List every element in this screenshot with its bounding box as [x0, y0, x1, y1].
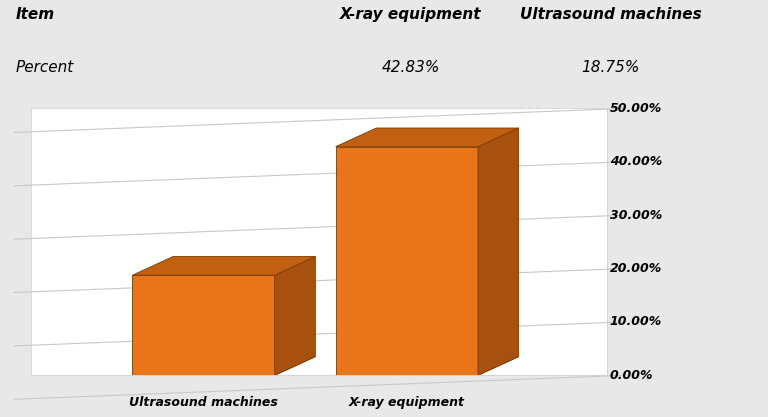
- Polygon shape: [336, 128, 518, 147]
- Text: 50.00%: 50.00%: [610, 102, 662, 115]
- Text: 0.00%: 0.00%: [610, 369, 654, 382]
- Polygon shape: [132, 357, 316, 375]
- Text: 30.00%: 30.00%: [610, 208, 662, 222]
- Text: 18.75%: 18.75%: [581, 60, 640, 75]
- Polygon shape: [336, 357, 518, 375]
- Polygon shape: [478, 128, 518, 375]
- Text: 10.00%: 10.00%: [610, 315, 662, 329]
- Text: 42.83%: 42.83%: [382, 60, 440, 75]
- Text: 40.00%: 40.00%: [610, 155, 662, 168]
- Text: Percent: Percent: [15, 60, 74, 75]
- Text: 20.00%: 20.00%: [610, 262, 662, 275]
- Text: Ultrasound machines: Ultrasound machines: [129, 396, 278, 409]
- Polygon shape: [336, 147, 478, 375]
- Polygon shape: [132, 256, 316, 275]
- Text: X-ray equipment: X-ray equipment: [340, 8, 482, 23]
- Text: Item: Item: [15, 8, 55, 23]
- Polygon shape: [275, 256, 316, 375]
- Polygon shape: [132, 275, 275, 375]
- Text: Ultrasound machines: Ultrasound machines: [520, 8, 701, 23]
- Text: X-ray equipment: X-ray equipment: [349, 396, 465, 409]
